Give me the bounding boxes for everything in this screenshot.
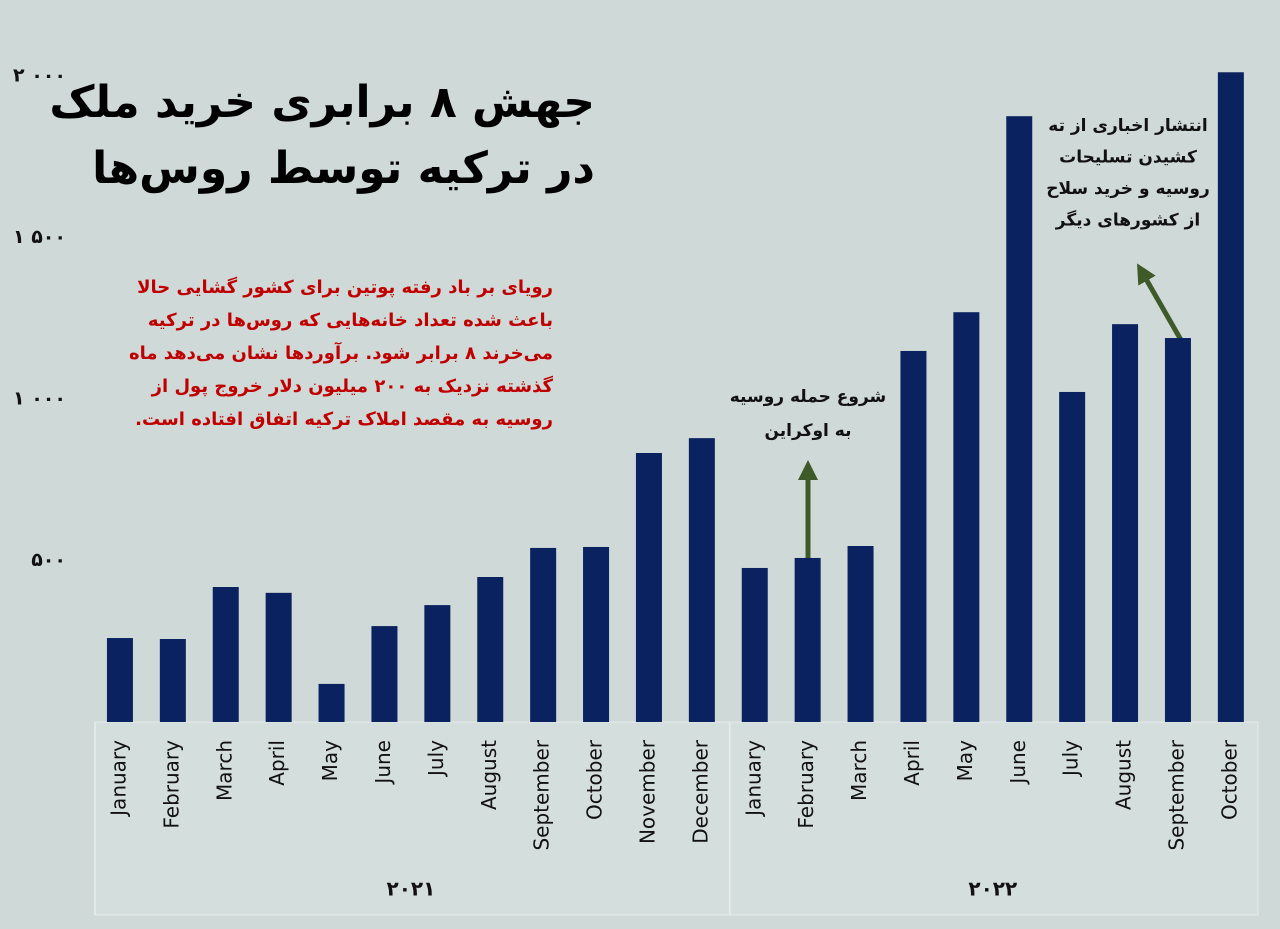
bar [635, 453, 662, 722]
annotation: از کشورهای دیگر [1055, 210, 1200, 231]
annotation: انتشار اخباری از ته [1048, 116, 1207, 136]
x-tick-label: September [530, 739, 554, 850]
bar [847, 546, 874, 722]
x-tick-label: April [900, 740, 924, 786]
chart-title: جهش ۸ برابری خرید ملک [49, 77, 595, 128]
x-tick-label: January [106, 740, 130, 818]
x-tick-label: March [212, 740, 236, 801]
bar [265, 592, 292, 722]
y-tick-label: ۱ ۰۰۰ [13, 388, 66, 410]
x-tick-label: July [1059, 740, 1083, 778]
x-tick-label: May [318, 740, 342, 782]
bar [900, 350, 927, 722]
x-tick-label: August [1112, 740, 1136, 810]
annotation: کشیدن تسلیحات [1059, 148, 1197, 168]
bar [688, 438, 715, 722]
x-tick-label: February [794, 740, 818, 829]
subtitle: روسیه به مقصد املاک ترکیه اتفاق افتاده ا… [135, 409, 553, 430]
x-tick-label: November [635, 739, 659, 844]
bar [741, 567, 768, 722]
bar [1217, 72, 1244, 722]
x-tick-label: February [159, 740, 183, 829]
bar [212, 587, 239, 722]
x-tick-label: June [1006, 740, 1030, 786]
x-tick-label: May [953, 740, 977, 782]
annotation: شروع حمله روسیه [730, 387, 887, 407]
y-tick-label: ۲ ۰۰۰ [13, 65, 66, 87]
bar [1059, 391, 1086, 722]
x-axis-band [94, 721, 1259, 916]
x-tick-label: December [688, 739, 712, 843]
bar [530, 547, 557, 722]
bar [371, 626, 398, 722]
bar [794, 557, 821, 722]
x-tick-label: September [1164, 739, 1188, 850]
x-tick-label: October [583, 739, 607, 820]
x-tick-label: October [1217, 739, 1241, 820]
bar [106, 638, 133, 722]
x-tick-label: January [741, 740, 765, 818]
bar [1112, 324, 1139, 722]
annotation: به اوکراین [765, 421, 852, 441]
bar [318, 683, 345, 722]
x-tick-label: August [477, 740, 501, 810]
arrow [1137, 263, 1184, 342]
x-tick-label: June [371, 740, 395, 786]
bar [1006, 116, 1033, 722]
bar [424, 605, 451, 722]
bar [477, 577, 504, 722]
x-tick-label: April [265, 740, 289, 786]
subtitle: می‌خرند ۸ برابر شود. برآوردها نشان می‌ده… [129, 341, 553, 364]
subtitle: رویای بر باد رفته پوتین برای کشور گشایی … [137, 276, 553, 298]
bar [1164, 338, 1191, 722]
y-tick-label: ۱ ۵۰۰ [13, 226, 66, 248]
y-tick-label: ۵۰۰ [31, 549, 66, 571]
annotation: روسیه و خرید سلاح [1046, 179, 1210, 199]
bar [583, 546, 610, 722]
chart-title: در ترکیه توسط روس‌ها [92, 143, 595, 194]
group-label: ۲۰۲۱ [386, 877, 435, 901]
group-label: ۲۰۲۲ [968, 877, 1017, 901]
bar [953, 312, 980, 722]
x-tick-label: March [847, 740, 871, 801]
bar [159, 639, 186, 722]
subtitle: گذشته نزدیک به ۲۰۰ میلیون دلار خروج پول … [151, 375, 554, 397]
subtitle: باعث شده تعداد خانه‌هایی که روس‌ها در تر… [148, 310, 553, 331]
x-tick-label: July [424, 740, 448, 778]
